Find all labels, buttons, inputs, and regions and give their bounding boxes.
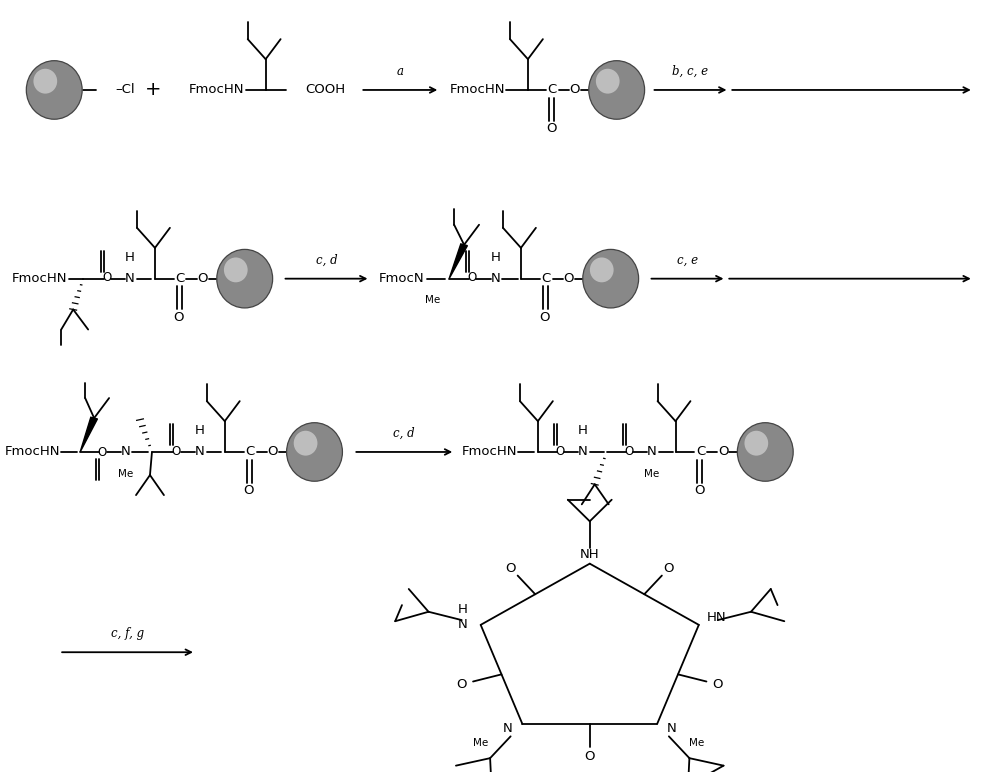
Text: N: N (503, 722, 512, 735)
Text: N: N (578, 445, 588, 458)
Text: Me: Me (473, 738, 488, 748)
Text: –Cl: –Cl (115, 83, 135, 97)
Text: O: O (102, 271, 112, 284)
Polygon shape (80, 417, 97, 452)
Text: C: C (245, 445, 254, 458)
Text: HN: HN (707, 611, 727, 624)
Text: O: O (694, 484, 705, 497)
Text: H: H (195, 424, 205, 437)
Text: FmocHN: FmocHN (4, 445, 60, 458)
Text: H: H (491, 250, 501, 264)
Ellipse shape (744, 431, 768, 455)
Text: N: N (121, 445, 131, 458)
Ellipse shape (596, 69, 620, 94)
Text: C: C (175, 272, 185, 285)
Text: H: H (578, 424, 588, 437)
Ellipse shape (33, 69, 57, 94)
Ellipse shape (590, 257, 614, 282)
Text: O: O (713, 678, 723, 691)
Text: N: N (195, 445, 205, 458)
Text: FmocHN: FmocHN (189, 83, 244, 97)
Text: O: O (584, 750, 595, 763)
Text: N: N (125, 272, 135, 285)
Text: FmocHN: FmocHN (11, 272, 67, 285)
Text: c, d: c, d (316, 254, 337, 267)
Text: N: N (647, 445, 656, 458)
Text: O: O (555, 444, 564, 458)
Ellipse shape (287, 423, 342, 482)
Text: O: O (664, 561, 674, 574)
Polygon shape (449, 244, 467, 279)
Text: O: O (456, 678, 467, 691)
Text: FmocHN: FmocHN (450, 83, 506, 97)
Text: O: O (243, 484, 254, 497)
Text: Me: Me (689, 738, 705, 748)
Text: O: O (174, 311, 184, 324)
Text: H: H (125, 250, 135, 264)
Text: Me: Me (644, 468, 659, 478)
Text: FmocN: FmocN (378, 272, 424, 285)
Ellipse shape (294, 431, 317, 455)
Text: O: O (624, 444, 633, 458)
Ellipse shape (224, 257, 248, 282)
Text: Me: Me (118, 468, 134, 478)
Text: c, f, g: c, f, g (111, 627, 145, 640)
Text: O: O (547, 122, 557, 135)
Ellipse shape (217, 250, 273, 308)
Text: C: C (547, 83, 556, 97)
Text: O: O (564, 272, 574, 285)
Text: N: N (667, 722, 677, 735)
Text: O: O (505, 561, 516, 574)
Text: O: O (171, 444, 181, 458)
Text: Me: Me (425, 295, 440, 305)
Text: NH: NH (580, 548, 600, 561)
Ellipse shape (583, 250, 639, 308)
Text: C: C (541, 272, 550, 285)
Ellipse shape (26, 61, 82, 119)
Text: c, d: c, d (393, 427, 415, 440)
Text: a: a (397, 65, 404, 77)
Ellipse shape (589, 61, 645, 119)
Text: N: N (491, 272, 501, 285)
Text: b, c, e: b, c, e (672, 65, 709, 77)
Text: C: C (696, 445, 705, 458)
Text: c, e: c, e (677, 254, 698, 267)
Text: O: O (267, 445, 278, 458)
Text: O: O (570, 83, 580, 97)
Ellipse shape (737, 423, 793, 482)
Text: COOH: COOH (306, 83, 346, 97)
Text: FmocHN: FmocHN (462, 445, 518, 458)
Text: H
N: H N (458, 603, 468, 631)
Text: O: O (540, 311, 550, 324)
Text: O: O (97, 446, 107, 459)
Text: +: + (145, 80, 161, 100)
Text: O: O (467, 271, 477, 284)
Text: O: O (198, 272, 208, 285)
Text: O: O (718, 445, 729, 458)
